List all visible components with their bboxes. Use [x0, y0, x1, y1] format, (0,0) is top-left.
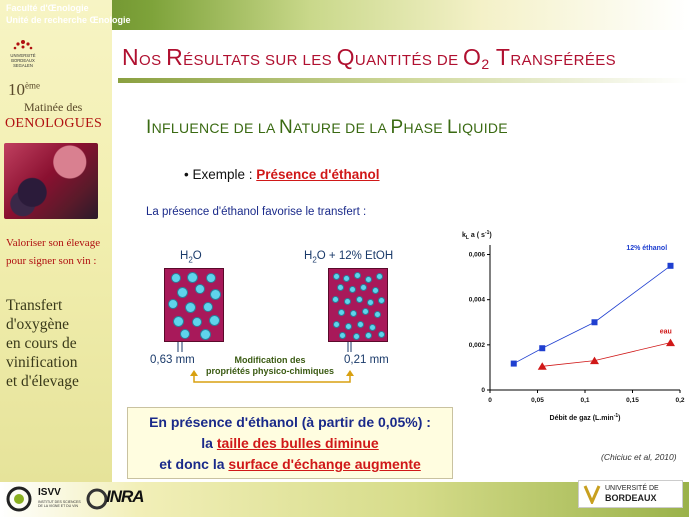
research-unit: Unité de recherche Œnologie [6, 15, 131, 25]
y-tick-label: 0 [481, 387, 485, 394]
modification-note: Modification des propriétés physico-chimi… [205, 355, 335, 376]
water-data-point [537, 362, 547, 370]
sidebar-slogan: Valoriser son élevage pour signer son vin… [6, 237, 101, 267]
water-series-line [542, 342, 671, 367]
x-tick-label: 0,1 [580, 397, 589, 404]
faculty-name: Faculté d'Œnologie [6, 3, 89, 13]
y-axis-label: kL a ( s-1) [462, 230, 492, 241]
kla-chart: 0 0,05 0,1 0,15 0,2 0 0,002 0,004 0,006 kL a ( s-… [462, 230, 685, 422]
svg-text:BORDEAUX: BORDEAUX [11, 58, 35, 63]
isvv-logo-icon [6, 486, 32, 512]
x-tick-label: 0 [488, 397, 492, 404]
inra-logo-icon [86, 488, 108, 510]
ethanol-bubble-diameter: 0,21 mm [344, 354, 389, 366]
university-logo: UNIVERSITÉ BORDEAUX SEGALEN [10, 40, 36, 68]
example-value: Présence d'éthanol [256, 167, 380, 182]
y-tick-label: 0,006 [469, 252, 486, 259]
ethanol-data-point [510, 360, 517, 367]
y-tick-label: 0,004 [469, 297, 486, 304]
title-underline [118, 78, 689, 83]
svg-text:UNIVERSITÉ: UNIVERSITÉ [10, 53, 35, 58]
example-line: • Exemple : Présence d'éthanol [184, 167, 380, 182]
ethanol-data-point [667, 262, 674, 269]
ethanol-data-point [591, 319, 598, 326]
univ-bordeaux-icon [583, 485, 601, 504]
water-data-point [666, 338, 675, 347]
favor-statement: La présence d'éthanol favorise le transf… [146, 206, 367, 218]
citation: (Chiciuc et al, 2010) [601, 452, 677, 462]
header-bar [0, 0, 689, 30]
water-bubble-sample [164, 268, 224, 342]
univ-bordeaux-logo: UNIVERSITÉ DE BORDEAUX [578, 480, 683, 508]
x-axis-label: Débit de gaz (L.min-1) [550, 413, 621, 422]
matinee-oenologues: OENOLOGUES [5, 116, 103, 131]
footer-bar [0, 482, 689, 517]
isvv-name: ISVV [38, 487, 61, 498]
sidebar-section-title: Transfert d'oxygène en cours de vinifica… [6, 297, 79, 390]
slide-subtitle: INFLUENCE DE LA NATURE DE LA PHASE LIQUI… [146, 117, 508, 138]
water-label: H2O [180, 250, 202, 265]
x-tick-label: 0,15 [626, 397, 639, 404]
wine-grapes-photo [4, 143, 98, 219]
bubble-size-markers [177, 342, 354, 383]
ethanol-data-point [539, 345, 546, 352]
matinee-number: 10ème [8, 80, 40, 99]
slide-title: NOS RÉSULTATS SUR LES QUANTITÉS DE O2 TR… [122, 44, 617, 72]
ethanol-label: H2O + 12% EtOH [304, 250, 394, 265]
series-label: eau [660, 329, 672, 336]
series-label: 12% éthanol [626, 245, 667, 252]
x-tick-label: 0,2 [675, 397, 684, 404]
conclusion-box: En présence d'éthanol (à partir de 0,05%… [127, 407, 453, 479]
ethanol-series-line [513, 265, 671, 364]
matinee-subtitle: Matinée des [24, 100, 83, 114]
ethanol-bubble-sample [328, 268, 388, 342]
inra-logo-text: INRA [106, 487, 145, 506]
svg-text:SEGALEN: SEGALEN [13, 63, 33, 68]
water-data-point [590, 356, 599, 365]
sidebar [0, 0, 112, 482]
water-bubble-diameter: 0,63 mm [150, 354, 195, 366]
y-tick-label: 0,002 [469, 342, 486, 349]
isvv-subtitle: INSTITUT DES SCIENCES DE LA VIGNE ET DU … [38, 500, 81, 508]
x-tick-label: 0,05 [531, 397, 544, 404]
